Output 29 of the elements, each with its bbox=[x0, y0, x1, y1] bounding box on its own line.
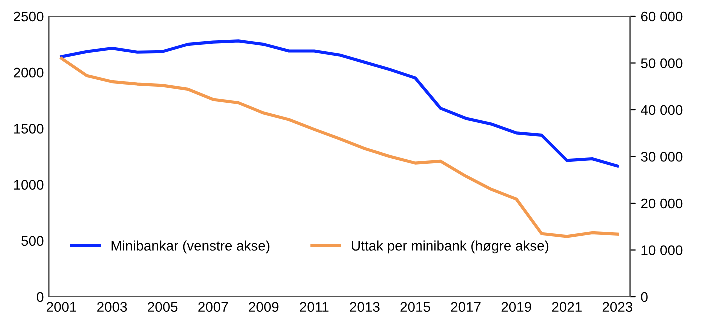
x-tick-label: 2009 bbox=[249, 302, 279, 312]
y2-tick-label: 0 bbox=[641, 292, 648, 302]
y2-tick-label: 40 000 bbox=[641, 105, 683, 116]
y2-tick-label: 30 000 bbox=[641, 152, 683, 162]
y2-tick-label: 50 000 bbox=[641, 58, 683, 68]
y-tick-label: 2000 bbox=[14, 68, 44, 78]
y-tick-label: 1500 bbox=[14, 124, 44, 134]
line-series bbox=[60, 40, 620, 168]
y-tick-label: 1000 bbox=[14, 180, 44, 190]
y-tick-label: 500 bbox=[22, 236, 44, 246]
x-tick-label: 2015 bbox=[400, 302, 430, 312]
legend-label: Uttak per minibank (høgre akse) bbox=[352, 240, 549, 254]
x-tick-label: 2011 bbox=[300, 302, 329, 312]
y-tick-label: 0 bbox=[37, 292, 44, 302]
y-tick-label: 2500 bbox=[14, 12, 44, 22]
x-tick-label: 2003 bbox=[98, 302, 128, 312]
x-tick-label: 2019 bbox=[502, 302, 532, 312]
legend-label: Minibankar (venstre akse) bbox=[112, 240, 270, 254]
x-tick-label: 2007 bbox=[198, 302, 228, 312]
x-tick-label: 2021 bbox=[552, 302, 582, 312]
y2-tick-label: 20 000 bbox=[641, 198, 683, 209]
x-tick-label: 2013 bbox=[350, 302, 380, 312]
y2-tick-label: 60 000 bbox=[641, 12, 683, 22]
x-tick-label: 2023 bbox=[602, 302, 633, 312]
x-tick-label: 2001 bbox=[46, 302, 77, 312]
x-tick-label: 2005 bbox=[148, 302, 178, 312]
line-series bbox=[60, 57, 620, 238]
y2-tick-label: 10 000 bbox=[642, 246, 683, 256]
x-tick-label: 2017 bbox=[451, 302, 481, 312]
